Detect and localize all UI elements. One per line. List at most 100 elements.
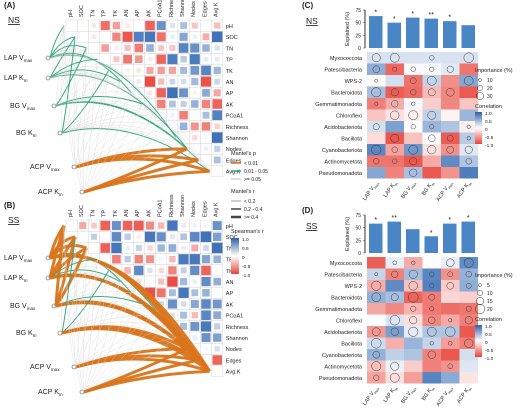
- correlation-square: [111, 221, 121, 231]
- correlation-cell: [404, 360, 423, 372]
- importance-circle: [463, 257, 474, 268]
- mantel-link: [83, 315, 154, 393]
- correlation-cell: [367, 155, 386, 167]
- importance-circle: [411, 260, 416, 265]
- row-label: Avg.K: [226, 170, 241, 176]
- correlation-square: [147, 90, 153, 96]
- row-label: AP: [226, 91, 234, 97]
- correlation-tick: 0: [485, 340, 488, 346]
- mantel-r-legend-label: 0.2 - 0.4: [244, 207, 263, 213]
- correlation-cell: [459, 314, 478, 326]
- correlation-square: [192, 335, 198, 340]
- column-label: TK: [113, 210, 119, 217]
- column-label: AN: [124, 9, 130, 17]
- row-label: PCoA1: [226, 114, 243, 120]
- enzyme-label: LAP Vmax: [4, 255, 33, 263]
- importance-circle: [409, 157, 418, 166]
- mantel-link: [83, 259, 98, 393]
- row-label: pH: [226, 224, 233, 230]
- correlation-square: [201, 122, 211, 131]
- correlation-square: [180, 56, 187, 63]
- correlation-square: [179, 88, 189, 98]
- correlation-square: [135, 245, 142, 251]
- correlation-cell: [385, 360, 404, 372]
- correlation-cell: [459, 144, 478, 156]
- importance-circle: [466, 124, 471, 129]
- mantel-link: [83, 137, 177, 193]
- correlation-cell: [459, 52, 478, 64]
- importance-circle: [464, 76, 474, 86]
- correlation-square: [100, 243, 111, 253]
- mantel-link: [83, 369, 210, 394]
- correlation-square: [179, 110, 188, 120]
- correlation-cell: [404, 52, 423, 64]
- importance-circle: [427, 145, 437, 155]
- mantel-link: [63, 25, 85, 193]
- column-label: Shannon: [180, 0, 186, 17]
- correlation-square: [215, 290, 220, 295]
- correlation-square: [202, 289, 210, 297]
- correlation-cell: [385, 132, 404, 144]
- enzyme-node: [57, 130, 63, 136]
- correlation-square: [200, 231, 212, 243]
- correlation-cell: [385, 372, 404, 384]
- importance-circle: [392, 158, 398, 164]
- bar-y-tick-label: 50: [355, 226, 361, 232]
- correlation-cell: [367, 63, 386, 75]
- correlation-tick: 1.0: [485, 324, 492, 330]
- correlation-cell: [459, 63, 478, 75]
- mantel-link: [75, 157, 211, 173]
- correlation-square: [191, 244, 199, 252]
- correlation-square: [203, 245, 209, 251]
- correlation-square: [215, 268, 220, 273]
- correlation-square: [112, 32, 121, 41]
- importance-legend-circle: [476, 92, 484, 100]
- mantel-link: [75, 103, 143, 168]
- mantel-link: [49, 36, 76, 59]
- taxon-label: Myxococcota: [330, 261, 363, 267]
- correlation-cell: [385, 268, 404, 280]
- importance-circle: [373, 158, 380, 165]
- correlation-square: [122, 31, 133, 42]
- mantel-p-legend-title: Mantel's p: [231, 151, 256, 157]
- taxon-label: Actinomycetota: [324, 365, 363, 371]
- importance-circle: [429, 283, 435, 289]
- panel-label-0: (A): [4, 1, 15, 10]
- correlation-square: [190, 66, 200, 75]
- importance-circle: [465, 158, 472, 165]
- correlation-square: [111, 242, 122, 254]
- correlation-square: [213, 333, 222, 342]
- row-label: AK: [226, 302, 234, 308]
- mantel-link: [83, 59, 98, 193]
- correlation-square: [201, 333, 211, 343]
- taxon-label: Bacteroidota: [331, 296, 363, 302]
- importance-circle: [429, 341, 434, 346]
- taxon-label: Myxococcota: [330, 56, 363, 62]
- importance-circle: [447, 271, 454, 278]
- explained-bar: [461, 221, 475, 253]
- correlation-cell: [385, 349, 404, 361]
- importance-circle: [446, 88, 455, 97]
- correlation-cell: [385, 280, 404, 292]
- importance-circle: [408, 326, 419, 337]
- mantel-link: [49, 69, 121, 83]
- correlation-square: [167, 276, 178, 287]
- correlation-square: [134, 265, 144, 276]
- correlation-cell: [422, 98, 441, 110]
- correlation-cell: [404, 268, 423, 280]
- mantel-link: [61, 25, 65, 134]
- correlation-cell: [441, 109, 460, 121]
- correlation-square: [134, 43, 144, 53]
- correlation-cell: [367, 109, 386, 121]
- importance-circle: [392, 66, 398, 72]
- correlation-cell: [422, 75, 441, 87]
- importance-circle: [428, 134, 436, 142]
- mantel-link: [83, 303, 143, 393]
- column-label: TN: [90, 210, 96, 217]
- spearman-tick: 0: [242, 255, 245, 261]
- correlation-cell: [422, 167, 441, 179]
- bar-x-label: ACP Vmax: [435, 385, 454, 408]
- mantel-link: [75, 47, 87, 168]
- correlation-square: [90, 233, 98, 240]
- mantel-link: [83, 47, 87, 193]
